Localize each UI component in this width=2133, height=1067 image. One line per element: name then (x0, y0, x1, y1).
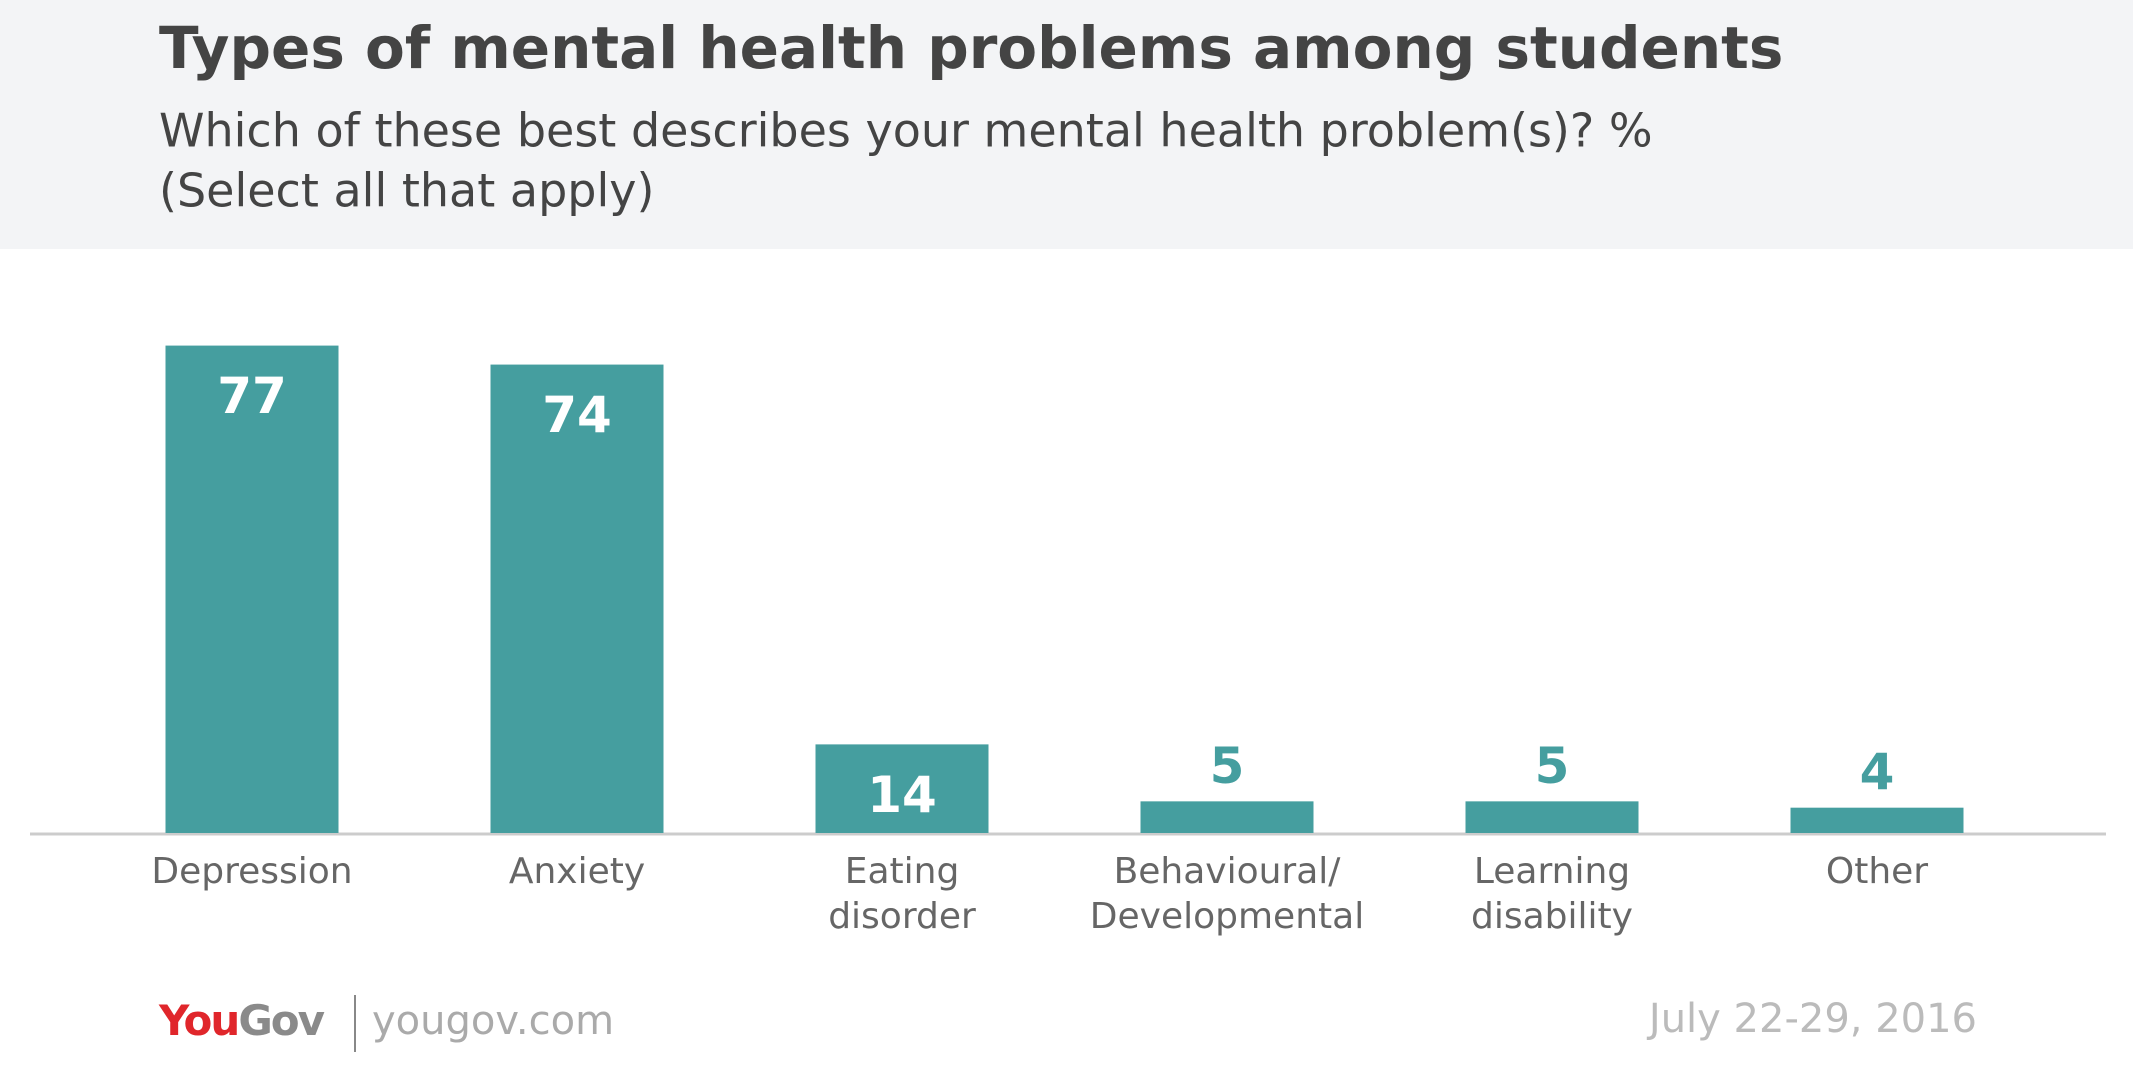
bar (815, 744, 989, 833)
header-band (0, 0, 2133, 249)
value-label: 5 (1535, 737, 1570, 795)
x-tick-label: Other (1826, 851, 1928, 892)
value-label: 14 (867, 766, 937, 824)
chart-title: Types of mental health problems among st… (159, 14, 1783, 82)
x-tick-label: Eating disorder (828, 851, 976, 937)
brand-logo: YouGov (158, 996, 325, 1045)
value-label: 5 (1210, 737, 1245, 795)
value-label: 77 (217, 367, 287, 425)
bar (1465, 801, 1639, 833)
date: July 22-29, 2016 (1646, 996, 1977, 1042)
x-tick-label: Behavioural/Developmental (1090, 851, 1364, 937)
bar (1140, 801, 1314, 833)
x-tick-label: Depression (151, 851, 352, 892)
bar (165, 345, 339, 833)
bar (1790, 807, 1964, 833)
source: yougov.com (372, 998, 614, 1044)
x-tick-label: Anxiety (509, 851, 645, 892)
bar (490, 364, 664, 833)
x-tick-label: Learning disability (1471, 851, 1633, 937)
value-label: 4 (1860, 743, 1895, 801)
chart-subtitle: Which of these best describes your menta… (159, 104, 1653, 158)
chart-subtitle: (Select all that apply) (159, 164, 654, 218)
value-label: 74 (542, 386, 612, 444)
